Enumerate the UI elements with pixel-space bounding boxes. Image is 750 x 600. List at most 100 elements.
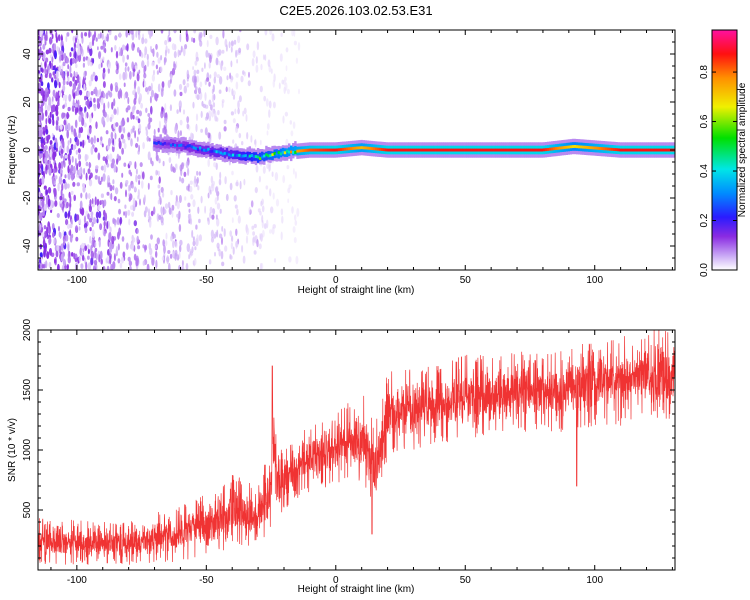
spectrogram-noise-cell xyxy=(173,51,177,59)
spectrogram-ridge-core xyxy=(155,142,158,145)
spectrogram-noise-cell xyxy=(146,263,150,270)
spectrogram-noise-cell xyxy=(93,30,97,39)
spectrogram-noise-cell xyxy=(95,121,98,129)
spectrogram-noise-cell xyxy=(54,258,56,264)
spectrogram-noise-cell xyxy=(73,92,76,99)
spectrogram-ridge-core xyxy=(625,148,628,152)
spectrogram-noise-cell xyxy=(131,184,135,189)
spectrogram-noise-cell xyxy=(134,91,138,100)
spectrogram-noise-cell xyxy=(246,227,250,236)
spectrogram-ridge-core xyxy=(484,148,488,152)
spectrogram-noise-cell xyxy=(119,51,121,57)
spectrogram-noise-cell xyxy=(45,260,48,269)
spectrogram-noise-cell xyxy=(71,105,75,112)
spectrogram-noise-cell xyxy=(297,42,301,51)
spectrogram-ridge-core xyxy=(254,155,258,158)
spectrogram-ridge-core xyxy=(430,148,434,152)
spectrogram-ridge-core xyxy=(366,146,370,150)
spectrogram-ridge-core xyxy=(619,148,622,152)
spectrogram-noise-cell xyxy=(166,255,170,265)
spectrogram-noise-cell xyxy=(186,82,190,88)
spectrogram-noise-cell xyxy=(84,95,87,101)
spectrogram-noise-cell xyxy=(74,51,77,59)
spectrogram-ridge-core xyxy=(592,146,595,150)
spectrogram-noise-cell xyxy=(88,205,92,213)
spectrogram-noise-cell xyxy=(66,113,70,119)
spectrogram-ridge-core xyxy=(445,148,448,152)
spectrogram-noise-cell xyxy=(128,218,131,226)
spectrogram-noise-cell xyxy=(111,235,115,245)
spectrogram-noise-cell xyxy=(248,71,250,78)
spectrogram-noise-cell xyxy=(97,175,101,185)
spectrogram-noise-cell xyxy=(109,245,113,254)
spectrogram-ridge-core xyxy=(609,147,612,151)
spectrogram-noise-cell xyxy=(41,165,44,173)
spectrogram-noise-cell xyxy=(48,261,52,268)
spectrogram-noise-cell xyxy=(158,176,161,184)
spectrogram-noise-cell xyxy=(90,137,94,145)
spectrogram-noise-cell xyxy=(78,255,81,262)
spectrogram-heatmap xyxy=(38,30,675,270)
spectrogram-noise-cell xyxy=(62,140,65,149)
spectrogram-noise-cell xyxy=(117,243,120,251)
spectrogram-noise-cell xyxy=(153,206,156,215)
spectrogram-noise-cell xyxy=(120,133,124,140)
spectrogram-noise-cell xyxy=(155,250,158,258)
spectrogram-noise-cell xyxy=(123,211,125,216)
spectrogram-noise-cell xyxy=(49,37,53,45)
spectrogram-noise-cell xyxy=(73,128,77,138)
spectrogram-noise-cell xyxy=(70,190,74,195)
spectrogram-noise-cell xyxy=(104,47,107,54)
spectrogram-ridge-core xyxy=(198,146,202,150)
spectrogram-noise-cell xyxy=(229,230,232,237)
spectrogram-noise-cell xyxy=(89,62,93,67)
spectrogram-noise-cell xyxy=(108,232,112,241)
spectrogram-ridge-core xyxy=(540,148,544,152)
spectrogram-noise-cell xyxy=(69,148,72,156)
spectrogram-noise-cell xyxy=(109,255,112,265)
spectrogram-noise-cell xyxy=(67,106,71,112)
spectrogram-ridge-core xyxy=(290,150,293,154)
spectrogram-noise-cell xyxy=(138,180,141,185)
spectrogram-noise-cell xyxy=(232,94,236,100)
spectrogram-noise-cell xyxy=(164,39,168,46)
spectrogram-noise-cell xyxy=(132,237,136,243)
spectrogram-noise-cell xyxy=(155,154,159,162)
spectrogram-noise-cell xyxy=(109,184,113,192)
spectrogram-noise-cell xyxy=(58,81,61,89)
spectrogram-noise-cell xyxy=(221,261,225,267)
spectrogram-noise-cell xyxy=(64,211,68,219)
spectrogram-ridge-core xyxy=(207,147,210,151)
spectrogram-noise-cell xyxy=(87,248,90,255)
spectrogram-noise-cell xyxy=(231,170,234,176)
spectrogram-noise-cell xyxy=(133,43,135,48)
spectrogram-noise-cell xyxy=(48,117,52,125)
spectrogram-noise-cell xyxy=(84,153,88,162)
spectrogram-ridge-core xyxy=(412,148,415,152)
spectrogram-noise-cell xyxy=(161,81,165,89)
spectrogram-noise-cell xyxy=(74,119,78,128)
spectrogram-ridge-core xyxy=(323,148,326,152)
spectrogram-noise-cell xyxy=(216,218,220,227)
spectrogram-noise-cell xyxy=(195,224,198,230)
spectrogram-noise-cell xyxy=(60,189,63,197)
spectrogram-noise-cell xyxy=(39,192,44,202)
spectrogram-noise-cell xyxy=(226,75,229,81)
spectrogram-ridge-core xyxy=(480,148,483,152)
spectrogram-panel: -100 -50 0 50 100 -40 -20 0 20 40 Height of strai… xyxy=(7,29,676,296)
spectrogram-noise-cell xyxy=(238,47,242,53)
spectrogram-noise-cell xyxy=(106,175,111,184)
spectrogram-noise-cell xyxy=(267,59,271,67)
spectrogram-noise-cell xyxy=(77,84,80,89)
spectrogram-noise-cell xyxy=(88,80,92,87)
spectrogram-noise-cell xyxy=(164,49,167,57)
spectrogram-noise-cell xyxy=(203,30,206,38)
spectrogram-noise-cell xyxy=(241,245,244,253)
spectrogram-noise-cell xyxy=(211,109,215,118)
spectrogram-ridge-core xyxy=(441,148,444,152)
spectrogram-noise-cell xyxy=(51,56,54,63)
spectrogram-noise-cell xyxy=(164,103,167,111)
spectrogram-noise-cell xyxy=(154,92,157,101)
spectrogram-ridge-core xyxy=(294,151,297,154)
